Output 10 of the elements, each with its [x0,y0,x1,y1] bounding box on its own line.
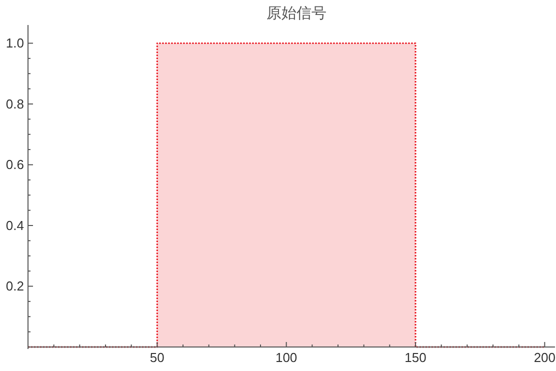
x-tick-label: 50 [150,350,164,365]
x-tick-label: 200 [534,350,556,365]
y-tick-label: 0.4 [6,218,24,233]
y-tick-label: 0.2 [6,278,24,294]
y-tick-label: 0.8 [6,96,24,112]
x-tick-label: 100 [275,350,298,365]
chart-title: 原始信号 [266,5,326,22]
x-tick-label: 150 [404,350,426,365]
y-tick-label: 1.0 [6,36,24,51]
y-tick-label: 0.6 [6,157,24,172]
